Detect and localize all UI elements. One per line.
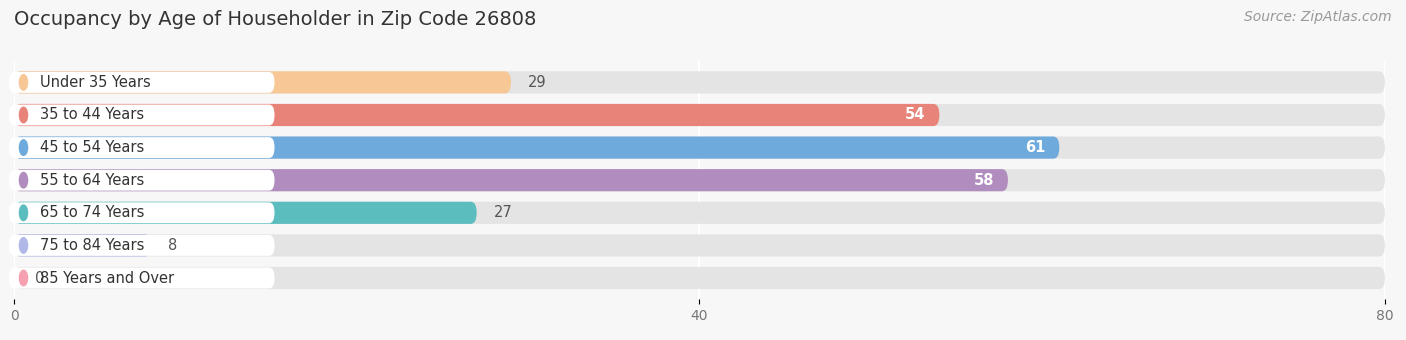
FancyBboxPatch shape <box>8 202 274 223</box>
FancyBboxPatch shape <box>14 202 477 224</box>
FancyBboxPatch shape <box>8 235 274 256</box>
FancyBboxPatch shape <box>14 137 1385 159</box>
FancyBboxPatch shape <box>14 169 1008 191</box>
Circle shape <box>20 172 28 188</box>
FancyBboxPatch shape <box>14 234 1385 256</box>
Text: Source: ZipAtlas.com: Source: ZipAtlas.com <box>1244 10 1392 24</box>
FancyBboxPatch shape <box>14 169 1385 191</box>
Text: 75 to 84 Years: 75 to 84 Years <box>39 238 145 253</box>
FancyBboxPatch shape <box>14 71 1385 94</box>
Text: 8: 8 <box>169 238 177 253</box>
Text: 29: 29 <box>529 75 547 90</box>
Circle shape <box>20 75 28 90</box>
Text: 0: 0 <box>35 271 44 286</box>
Text: 55 to 64 Years: 55 to 64 Years <box>39 173 143 188</box>
FancyBboxPatch shape <box>14 104 1385 126</box>
Text: 35 to 44 Years: 35 to 44 Years <box>39 107 143 122</box>
FancyBboxPatch shape <box>14 234 152 256</box>
FancyBboxPatch shape <box>14 137 1059 159</box>
FancyBboxPatch shape <box>14 267 1385 289</box>
Text: Under 35 Years: Under 35 Years <box>39 75 150 90</box>
FancyBboxPatch shape <box>8 268 274 288</box>
Text: 85 Years and Over: 85 Years and Over <box>39 271 174 286</box>
Circle shape <box>20 205 28 221</box>
FancyBboxPatch shape <box>8 170 274 191</box>
Circle shape <box>20 238 28 253</box>
Text: 27: 27 <box>494 205 513 220</box>
FancyBboxPatch shape <box>14 71 510 94</box>
FancyBboxPatch shape <box>8 72 274 93</box>
Text: 58: 58 <box>974 173 994 188</box>
Text: Occupancy by Age of Householder in Zip Code 26808: Occupancy by Age of Householder in Zip C… <box>14 10 537 29</box>
FancyBboxPatch shape <box>14 202 1385 224</box>
Text: 54: 54 <box>905 107 925 122</box>
Text: 65 to 74 Years: 65 to 74 Years <box>39 205 145 220</box>
Text: 45 to 54 Years: 45 to 54 Years <box>39 140 143 155</box>
Circle shape <box>20 140 28 155</box>
Circle shape <box>20 270 28 286</box>
Text: 61: 61 <box>1025 140 1046 155</box>
Circle shape <box>20 107 28 123</box>
FancyBboxPatch shape <box>8 105 274 125</box>
FancyBboxPatch shape <box>14 104 939 126</box>
FancyBboxPatch shape <box>8 137 274 158</box>
